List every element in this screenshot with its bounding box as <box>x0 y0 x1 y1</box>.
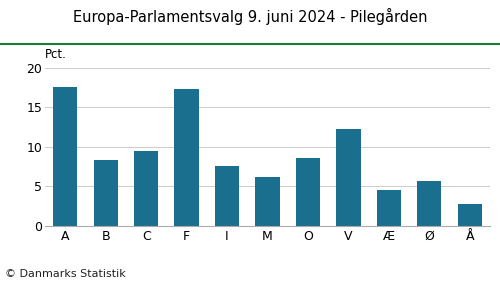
Bar <box>215 166 239 226</box>
Bar <box>53 87 78 226</box>
Text: © Danmarks Statistik: © Danmarks Statistik <box>5 269 126 279</box>
Bar <box>174 89 199 226</box>
Bar <box>376 190 401 226</box>
Bar <box>458 204 482 226</box>
Bar <box>296 158 320 226</box>
Text: Europa-Parlamentsvalg 9. juni 2024 - Pilegården: Europa-Parlamentsvalg 9. juni 2024 - Pil… <box>73 8 427 25</box>
Bar <box>256 177 280 226</box>
Bar <box>134 151 158 226</box>
Text: Pct.: Pct. <box>45 49 67 61</box>
Bar <box>94 160 118 226</box>
Bar <box>336 129 360 226</box>
Bar <box>417 181 442 226</box>
